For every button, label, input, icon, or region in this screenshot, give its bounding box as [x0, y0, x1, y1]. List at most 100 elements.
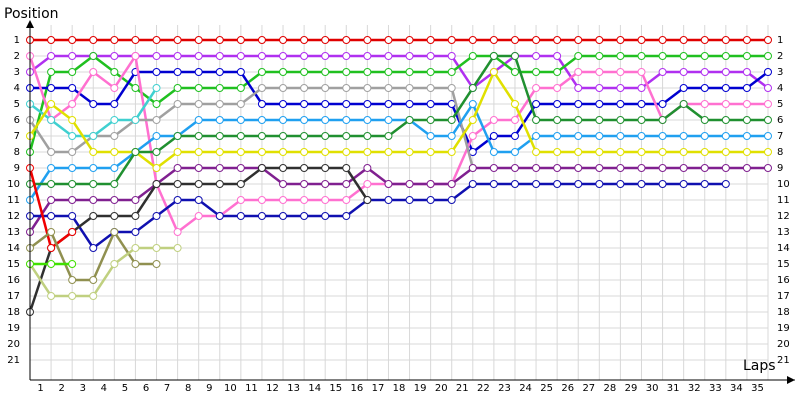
lap-marker	[405, 52, 414, 60]
lap-marker	[447, 132, 456, 140]
lap-marker	[215, 100, 224, 108]
y-tick-label-right: 17	[777, 291, 790, 302]
lap-marker	[110, 68, 119, 76]
lap-marker	[194, 164, 203, 172]
lap-marker	[574, 100, 583, 108]
lap-marker	[679, 68, 688, 76]
lap-marker	[257, 52, 266, 60]
lap-marker	[131, 84, 140, 92]
y-tick-label-right: 21	[777, 355, 790, 366]
lap-marker	[658, 52, 667, 60]
lap-marker	[236, 180, 245, 188]
lap-marker	[236, 116, 245, 124]
x-tick-label: 25	[540, 383, 553, 394]
lap-marker	[468, 116, 477, 124]
lap-marker	[721, 116, 730, 124]
lap-marker	[68, 36, 77, 44]
lap-marker	[532, 148, 541, 156]
lap-marker	[595, 116, 604, 124]
lap-marker	[532, 180, 541, 188]
x-tick-label: 26	[561, 383, 574, 394]
lap-marker	[47, 116, 56, 124]
lap-marker	[384, 116, 393, 124]
lap-marker	[553, 52, 562, 60]
lap-marker	[173, 84, 182, 92]
lap-marker	[173, 52, 182, 60]
lap-marker	[363, 36, 372, 44]
lap-marker	[110, 228, 119, 236]
lap-marker	[279, 36, 288, 44]
x-tick-label: 20	[435, 383, 448, 394]
y-tick-label: 19	[7, 323, 20, 334]
lap-marker	[384, 52, 393, 60]
lap-marker	[89, 164, 98, 172]
lap-marker	[700, 68, 709, 76]
lap-marker	[89, 68, 98, 76]
lap-marker	[721, 132, 730, 140]
lap-marker	[194, 116, 203, 124]
y-tick-label-right: 18	[777, 307, 790, 318]
lap-marker	[279, 164, 288, 172]
lap-marker	[384, 84, 393, 92]
lap-marker	[215, 116, 224, 124]
x-tick-label: 35	[751, 383, 764, 394]
y-tick-label-right: 16	[777, 275, 790, 286]
lap-marker	[532, 100, 541, 108]
lap-marker	[68, 292, 77, 300]
lap-marker	[742, 84, 751, 92]
lap-marker	[532, 52, 541, 60]
lap-marker	[152, 116, 161, 124]
y-tick-label-right: 20	[777, 339, 790, 350]
lap-marker	[384, 36, 393, 44]
lap-marker	[215, 84, 224, 92]
lap-marker	[764, 148, 772, 156]
lap-marker	[321, 52, 330, 60]
y-tick-label: 21	[7, 355, 20, 366]
lap-marker	[595, 164, 604, 172]
y-tick-label: 1	[14, 35, 20, 46]
lap-marker	[637, 36, 646, 44]
lap-marker	[510, 36, 519, 44]
lap-marker	[405, 180, 414, 188]
lap-marker	[489, 132, 498, 140]
lap-marker	[363, 84, 372, 92]
lap-marker	[574, 52, 583, 60]
lap-marker	[173, 100, 182, 108]
lap-marker	[47, 36, 56, 44]
lap-marker	[321, 68, 330, 76]
lap-marker	[363, 132, 372, 140]
lap-marker	[194, 36, 203, 44]
lap-marker	[47, 212, 56, 220]
y-tick-label: 16	[7, 275, 20, 286]
x-tick-label: 2	[58, 383, 64, 394]
lap-marker	[637, 116, 646, 124]
y-tick-label: 4	[14, 83, 20, 94]
lap-marker	[47, 260, 56, 268]
x-tick-label: 14	[308, 383, 321, 394]
lap-marker	[300, 180, 309, 188]
lap-marker	[700, 100, 709, 108]
lap-marker	[342, 36, 351, 44]
lap-marker	[236, 164, 245, 172]
lap-marker	[616, 68, 625, 76]
x-tick-label: 9	[206, 383, 212, 394]
lap-marker	[68, 68, 77, 76]
lap-marker	[152, 180, 161, 188]
lap-marker	[68, 180, 77, 188]
lap-marker	[110, 116, 119, 124]
lap-marker	[342, 100, 351, 108]
y-tick-label: 18	[7, 307, 20, 318]
lap-marker	[68, 116, 77, 124]
lap-marker	[257, 132, 266, 140]
lap-marker	[110, 100, 119, 108]
lap-marker	[321, 148, 330, 156]
lap-marker	[236, 148, 245, 156]
lap-marker	[110, 196, 119, 204]
y-tick-label: 14	[7, 243, 20, 254]
lap-marker	[658, 132, 667, 140]
lap-marker	[700, 36, 709, 44]
lap-marker	[89, 52, 98, 60]
lap-marker	[173, 244, 182, 252]
lap-marker	[637, 52, 646, 60]
